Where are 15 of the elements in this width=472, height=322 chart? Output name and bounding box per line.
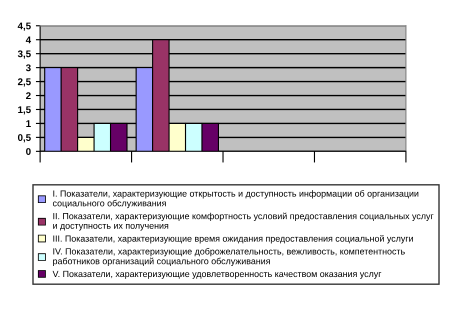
legend-label: I. Показатели, характеризующие открытость и доступность информации об организации социального обслуживания	[52, 190, 418, 208]
legend-label: III. Показатели, характеризующие время ожидания предоставления социальной услуги	[53, 235, 413, 244]
y-tick-label: 0	[26, 148, 31, 155]
y-tick-label: 2,5	[18, 78, 31, 87]
y-tick-label: 4,5	[18, 22, 31, 31]
legend-label: V. Показатели, характеризующие удовлетворенность качеством оказания услуг	[52, 270, 382, 279]
y-tick-label: 3	[26, 64, 31, 72]
legend-label: II. Показатели, характеризующие комфортность условий предоставления социальных услуг и доступность их получения	[53, 212, 434, 231]
y-tick-label: 3,5	[18, 50, 31, 59]
y-tick-label: 0,5	[18, 134, 31, 142]
y-tick-label: 1,5	[18, 106, 31, 115]
y-tick-label: 2	[26, 92, 31, 100]
legend-label: IV. Показатели, характеризующие доброжелательность, вежливость, компетентность работников организаций социального обслуживания	[53, 248, 405, 266]
y-tick-label: 4	[26, 36, 32, 44]
y-tick-label: 1	[26, 120, 31, 127]
